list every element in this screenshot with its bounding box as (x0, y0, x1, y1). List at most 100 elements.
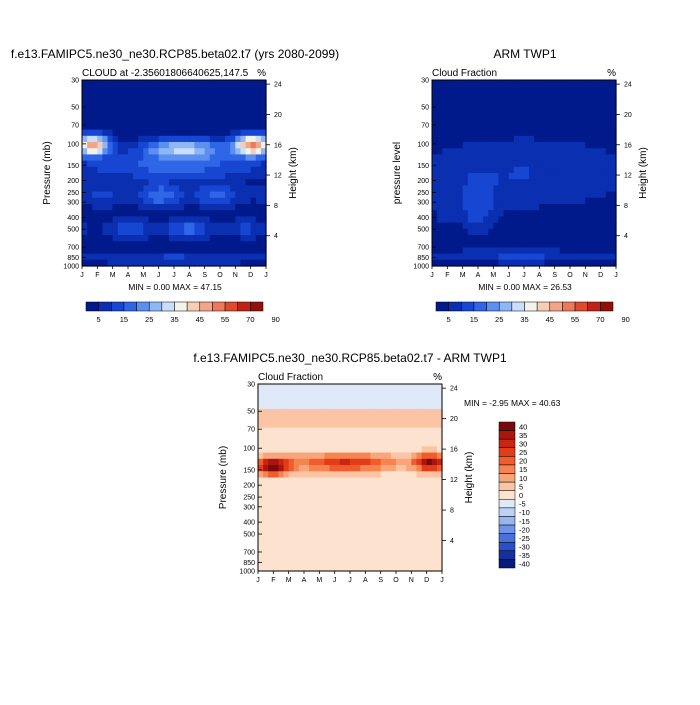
field-cell (518, 123, 525, 131)
field-cell (600, 222, 607, 230)
field-cell (194, 123, 201, 131)
field-cell (493, 173, 500, 180)
field-cell (365, 408, 372, 416)
field-cell (209, 185, 216, 193)
field-cell (163, 185, 170, 193)
field-cell (467, 111, 474, 118)
field-cell (431, 496, 438, 504)
field-cell (539, 216, 546, 224)
field-cell (529, 204, 535, 211)
field-cell (513, 80, 520, 87)
field-cell (153, 191, 160, 199)
field-cell (600, 166, 607, 174)
field-cell (344, 533, 351, 541)
field-cell (452, 98, 459, 106)
field-cell (355, 384, 361, 391)
colorbar-label: 70 (596, 315, 604, 324)
field-cell (344, 477, 351, 485)
field-cell (304, 396, 310, 404)
field-cell (375, 539, 382, 547)
field-cell (133, 123, 139, 131)
y-tick-label: 300 (417, 200, 429, 207)
field-cell (478, 86, 484, 93)
field-cell (112, 111, 119, 118)
field-cell (97, 154, 104, 162)
field-cell (304, 440, 310, 447)
field-cell (304, 521, 310, 528)
field-cell (529, 166, 535, 174)
field-cell (220, 129, 226, 137)
field-cell (503, 80, 510, 87)
field-cell (184, 129, 190, 137)
field-cell (498, 80, 505, 87)
field-cell (258, 427, 264, 435)
field-cell (529, 191, 535, 199)
field-cell (309, 552, 315, 560)
field-cell (117, 173, 124, 180)
colorbar-swatch (498, 301, 513, 312)
colorbar-label: 5 (447, 315, 451, 324)
field-cell (319, 396, 326, 404)
y-tick-label: 70 (71, 122, 79, 129)
field-cell (590, 247, 597, 255)
field-cell (278, 496, 285, 504)
colorbar-swatch (498, 516, 516, 526)
field-cell (442, 166, 448, 174)
colorbar-label: 5 (519, 482, 523, 491)
field-cell (518, 216, 525, 224)
field-cell (158, 210, 165, 217)
field-cell (168, 197, 175, 205)
field-cell (534, 222, 540, 230)
field-cell (263, 452, 269, 460)
field-cell (452, 247, 459, 255)
field-cell (163, 210, 170, 217)
field-cell (122, 154, 129, 162)
field-cell (564, 98, 571, 106)
field-cell (324, 527, 331, 535)
field-cell (498, 216, 505, 224)
field-cell (350, 508, 356, 516)
field-cell (554, 210, 561, 217)
field-cell (314, 408, 320, 416)
field-cell (268, 440, 274, 447)
field-cell (549, 259, 556, 267)
field-cell (258, 508, 264, 516)
field-cell (220, 197, 226, 205)
field-cell (355, 402, 361, 410)
field-cell (610, 117, 617, 124)
field-cell (344, 446, 351, 454)
colorbar-swatch (498, 456, 516, 466)
field-cell (564, 222, 571, 230)
field-cell (360, 558, 366, 566)
field-cell (559, 148, 566, 155)
field-cell (153, 111, 160, 118)
field-cell (370, 546, 377, 553)
field-cell (102, 235, 109, 242)
field-cell (549, 117, 556, 124)
field-cell (283, 539, 290, 547)
field-cell (273, 384, 280, 391)
field-cell (329, 477, 336, 485)
field-cell (570, 111, 576, 118)
field-cell (235, 135, 242, 143)
field-cell (478, 241, 484, 248)
field-cell (245, 154, 252, 162)
field-cell (278, 421, 285, 429)
field-cell (559, 216, 566, 224)
field-cell (263, 527, 269, 535)
field-cell (87, 222, 93, 230)
field-cell (575, 179, 581, 186)
field-cell (255, 185, 262, 193)
field-cell (214, 92, 221, 100)
field-cell (255, 216, 262, 224)
field-cell (230, 92, 236, 100)
field-cell (82, 92, 88, 100)
field-cell (416, 421, 423, 429)
field-cell (209, 166, 216, 174)
field-cell (385, 390, 392, 398)
field-cell (250, 92, 257, 100)
field-cell (401, 452, 407, 460)
field-cell (240, 117, 247, 124)
field-cell (168, 80, 175, 87)
field-cell (334, 483, 341, 491)
